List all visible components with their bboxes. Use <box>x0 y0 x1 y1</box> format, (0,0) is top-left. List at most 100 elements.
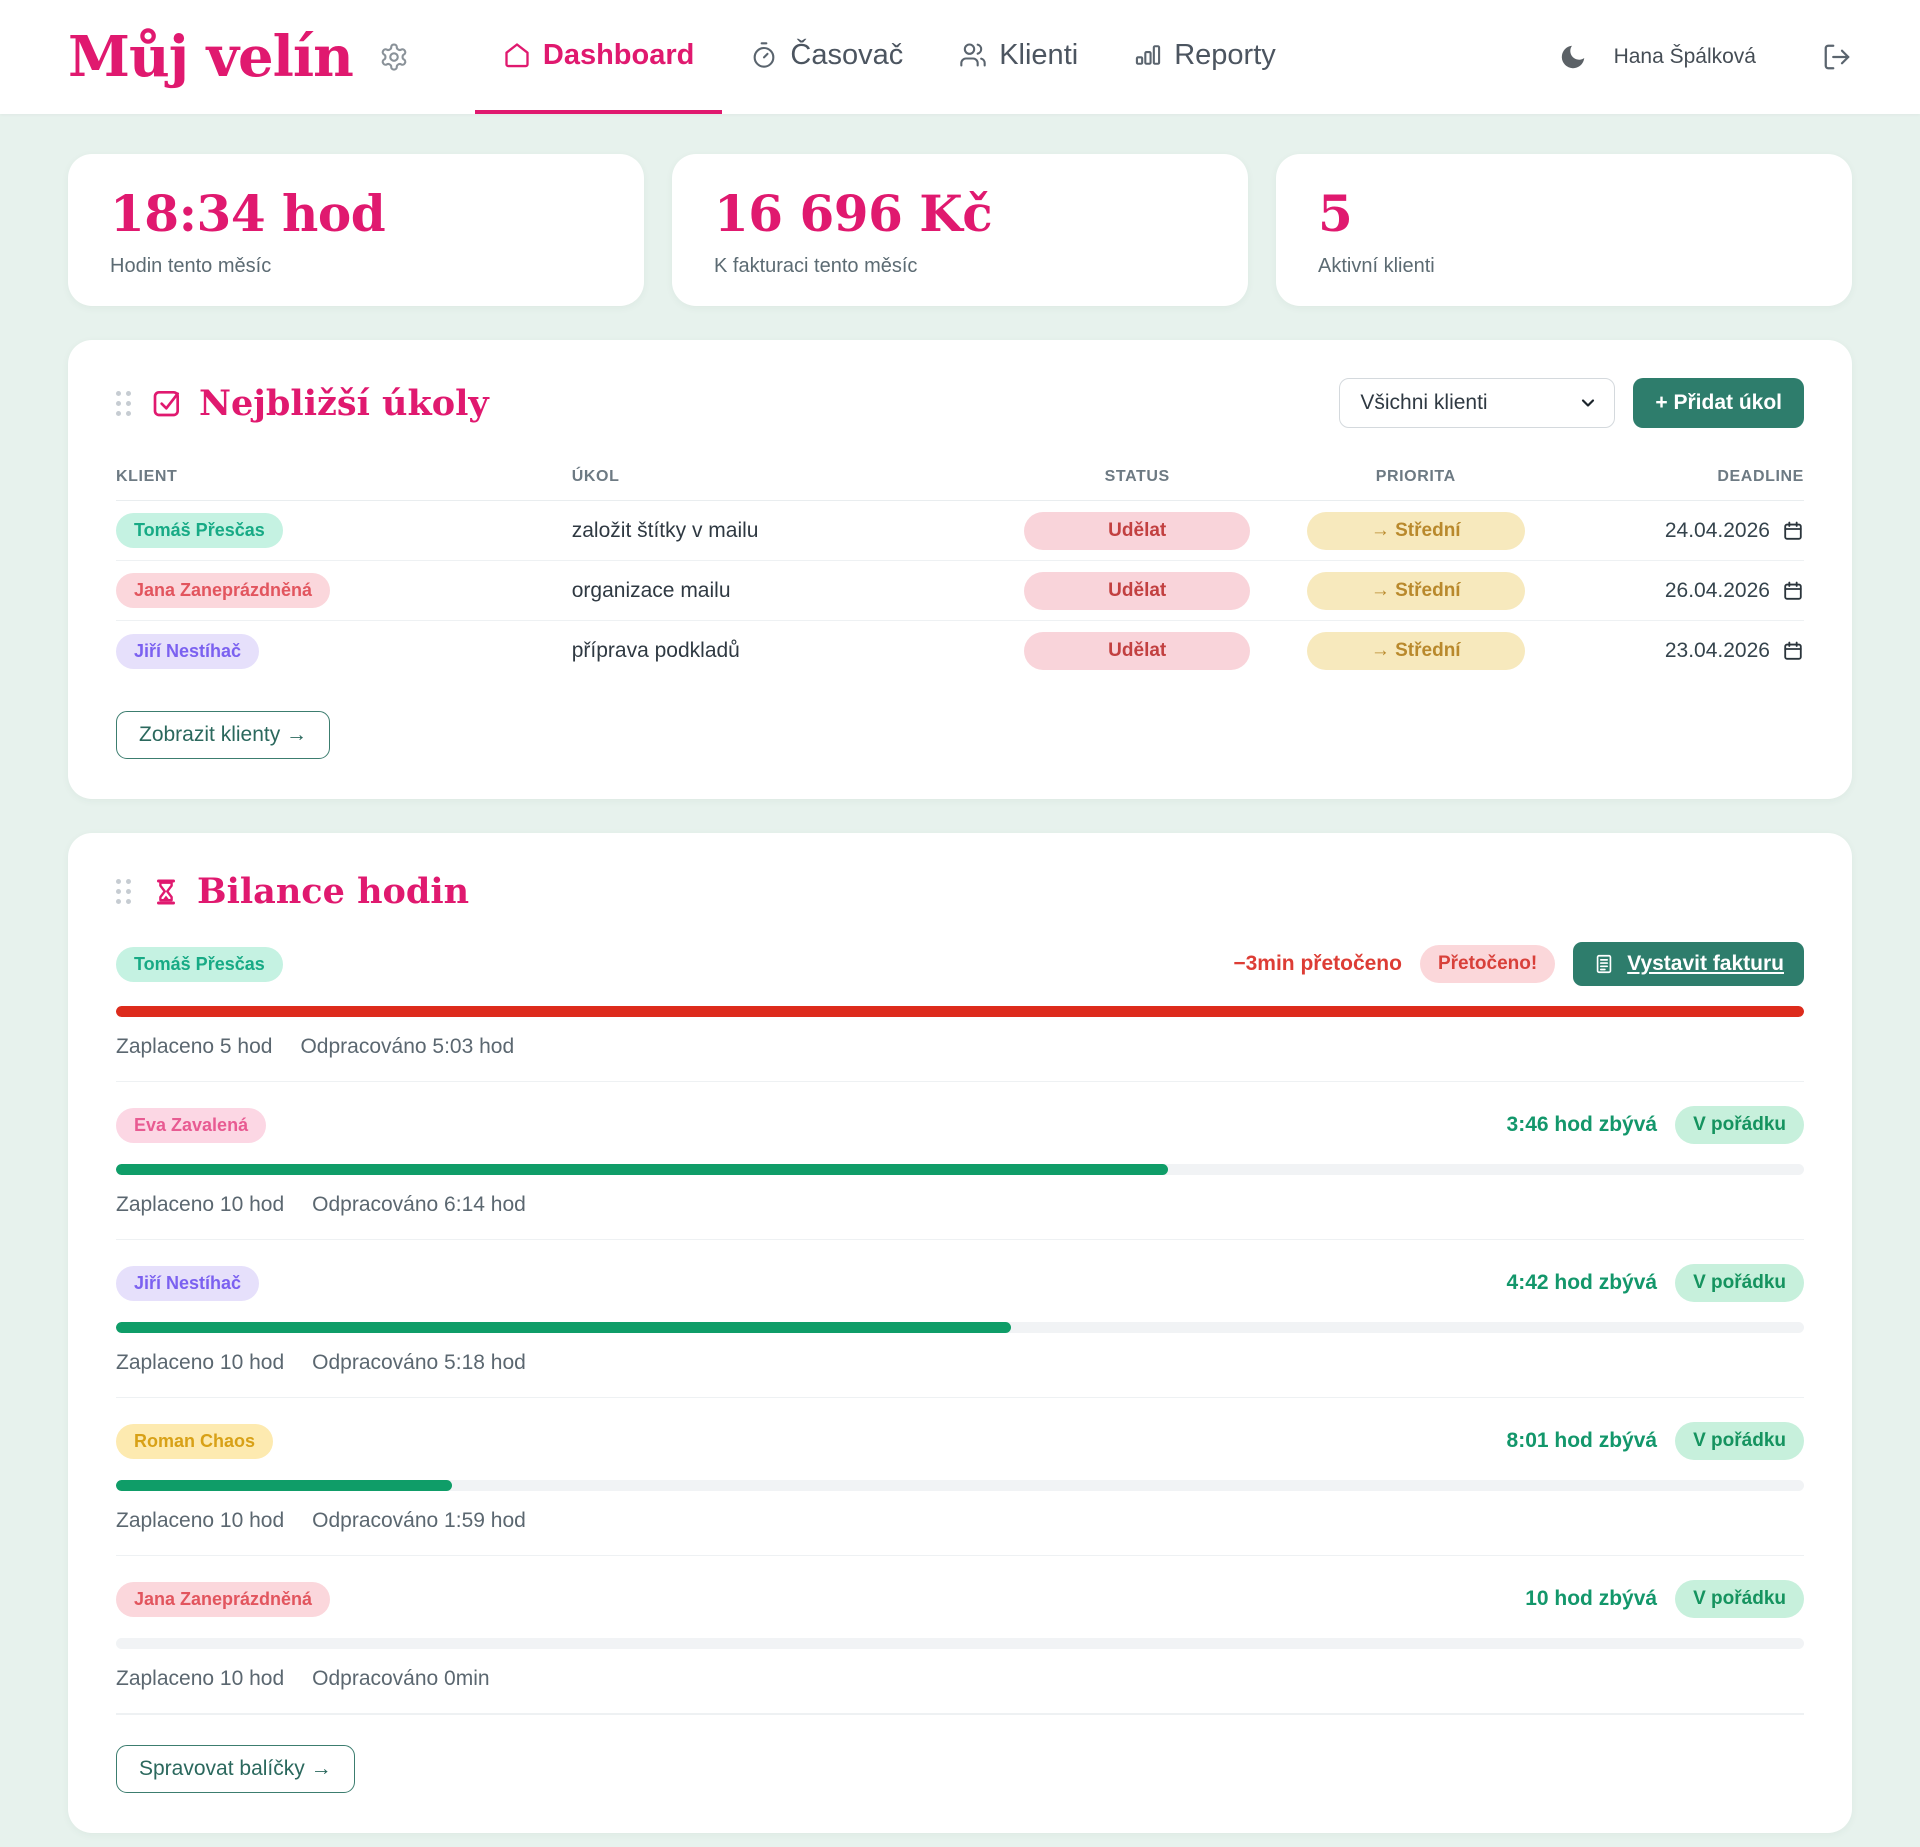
status-badge: V pořádku <box>1675 1580 1804 1618</box>
col-status: STATUS <box>1104 468 1170 485</box>
drag-handle-icon[interactable] <box>116 390 131 416</box>
home-icon <box>505 43 529 68</box>
paid-hours: Zaplaceno 10 hod <box>116 1667 285 1690</box>
table-row: Tomáš Přesčas založit štítky v mailu Udě… <box>116 501 1804 561</box>
status-badge: V pořádku <box>1675 1106 1804 1144</box>
nav-clients[interactable]: Klienti <box>931 0 1106 114</box>
worked-hours: Odpracováno 6:14 hod <box>312 1193 526 1216</box>
deadline-date: 26.04.2026 <box>1664 578 1770 602</box>
remaining-text: 4:42 hod zbývá <box>1506 1271 1658 1294</box>
task-text: založit štítky v mailu <box>571 518 759 542</box>
client-badge: Jana Zaneprázdněná <box>116 573 331 608</box>
theme-toggle[interactable] <box>1558 42 1588 72</box>
stat-label: Aktivní klienti <box>1318 255 1435 277</box>
balance-row: Jiří Nestíhač 4:42 hod zbývá V pořádku Z… <box>116 1240 1804 1398</box>
paid-hours: Zaplaceno 10 hod <box>116 1509 285 1532</box>
stat-clients-card: 5 Aktivní klienti <box>1276 154 1852 306</box>
stat-hours-card: 18:34 hod Hodin tento měsíc <box>68 154 644 306</box>
calendar-icon[interactable] <box>1782 640 1804 662</box>
calendar-icon[interactable] <box>1782 520 1804 542</box>
progress-track <box>116 1164 1804 1175</box>
task-text: organizace mailu <box>571 578 731 602</box>
main-nav: Dashboard Časovač Klienti Reporty <box>474 0 1304 114</box>
status-badge: Přetočeno! <box>1419 945 1556 983</box>
client-badge: Jiří Nestíhač <box>116 633 260 669</box>
progress-fill <box>116 1164 1168 1175</box>
progress-track <box>116 1638 1804 1649</box>
remaining-text: 3:46 hod zbývá <box>1506 1113 1658 1136</box>
balance-row: Tomáš Přesčas −3min přetočeno Přetočeno!… <box>116 918 1804 1082</box>
balance-footer: Spravovat balíčky → <box>116 1714 1804 1793</box>
progress-track <box>116 1006 1804 1017</box>
col-deadline: DEADLINE <box>1717 468 1804 485</box>
stat-billing-card: 16 696 Kč K fakturaci tento měsíc <box>672 154 1248 306</box>
overdrawn-text: −3min přetočeno <box>1233 952 1402 975</box>
drag-handle-icon[interactable] <box>116 879 131 904</box>
table-row: Jiří Nestíhač příprava podkladů Udělat →… <box>116 621 1804 681</box>
logout-icon <box>1824 44 1850 70</box>
nav-timer[interactable]: Časovač <box>722 0 931 114</box>
tasks-title: Nejbližší úkoly <box>199 382 489 424</box>
dashboard-main: 18:34 hod Hodin tento měsíc 16 696 Kč K … <box>0 114 1920 1847</box>
col-task: ÚKOL <box>571 468 620 485</box>
stats-row: 18:34 hod Hodin tento měsíc 16 696 Kč K … <box>68 154 1852 306</box>
nav-label: Dashboard <box>542 38 695 71</box>
app-header: Můj velín Dashboard Časovač Klienti <box>0 0 1920 114</box>
manage-packages-button[interactable]: Spravovat balíčky → <box>116 1745 355 1793</box>
stat-label: Hodin tento měsíc <box>110 255 272 277</box>
client-badge: Tomáš Přesčas <box>116 513 283 548</box>
issue-invoice-button[interactable]: Vystavit fakturu <box>1573 942 1804 986</box>
nav-dashboard[interactable]: Dashboard <box>474 0 723 114</box>
balance-title: Bilance hodin <box>197 871 470 912</box>
progress-fill <box>116 1322 1011 1333</box>
worked-hours: Odpracováno 5:03 hod <box>300 1035 515 1058</box>
table-row: Jana Zaneprázdněná organizace mailu Uděl… <box>116 561 1804 621</box>
tasks-panel: Nejbližší úkoly Všichni klienti + Přidat… <box>68 340 1852 799</box>
col-client: KLIENT <box>116 468 178 485</box>
client-badge: Eva Zavalená <box>116 1107 267 1143</box>
client-badge: Tomáš Přesčas <box>116 946 283 982</box>
nav-label: Časovač <box>790 38 904 71</box>
progress-fill <box>116 1006 1804 1017</box>
progress-track <box>116 1322 1804 1333</box>
worked-hours: Odpracováno 5:18 hod <box>312 1351 526 1374</box>
tasks-table: KLIENT ÚKOL STATUS PRIORITA DEADLINE Tom… <box>116 458 1804 681</box>
settings-button[interactable] <box>379 42 409 72</box>
header-user-area: Hana Špálková <box>1558 0 1852 114</box>
progress-track <box>116 1480 1804 1491</box>
stat-value: 18:34 hod <box>110 184 386 243</box>
users-icon <box>960 43 986 67</box>
stat-label: K fakturaci tento měsíc <box>714 255 918 277</box>
worked-hours: Odpracováno 1:59 hod <box>312 1509 526 1532</box>
stat-value: 5 <box>1318 184 1353 243</box>
chevron-down-icon <box>1582 399 1595 407</box>
invoice-icon <box>1596 954 1612 974</box>
balance-row: Eva Zavalená 3:46 hod zbývá V pořádku Za… <box>116 1082 1804 1240</box>
nav-label: Reporty <box>1174 38 1276 71</box>
add-task-button[interactable]: + Přidat úkol <box>1633 378 1804 428</box>
paid-hours: Zaplaceno 10 hod <box>116 1351 285 1374</box>
nav-label: Klienti <box>999 38 1079 71</box>
app-logo: Můj velín <box>68 24 354 90</box>
check-square-icon <box>153 391 179 417</box>
timer-icon <box>753 42 775 68</box>
hourglass-icon <box>157 879 175 904</box>
logout-button[interactable] <box>1822 42 1852 72</box>
deadline-date: 24.04.2026 <box>1664 518 1770 542</box>
deadline-date: 23.04.2026 <box>1664 639 1770 662</box>
client-filter-value: Všichni klienti <box>1360 391 1488 414</box>
client-badge: Jiří Nestíhač <box>116 1265 260 1301</box>
calendar-icon[interactable] <box>1782 580 1804 602</box>
status-badge: Udělat <box>1024 571 1251 610</box>
nav-reports[interactable]: Reporty <box>1106 0 1304 114</box>
client-badge: Roman Chaos <box>116 1423 274 1459</box>
balance-row: Roman Chaos 8:01 hod zbývá V pořádku Zap… <box>116 1398 1804 1556</box>
col-priority: PRIORITA <box>1375 468 1456 485</box>
progress-fill <box>116 1480 452 1491</box>
client-filter-select[interactable]: Všichni klienti <box>1339 378 1616 428</box>
paid-hours: Zaplaceno 10 hod <box>116 1193 285 1216</box>
status-badge: V pořádku <box>1675 1264 1804 1302</box>
show-clients-button[interactable]: Zobrazit klienty → <box>116 711 331 759</box>
stat-value: 16 696 Kč <box>714 184 993 243</box>
user-name: Hana Špálková <box>1613 45 1756 68</box>
